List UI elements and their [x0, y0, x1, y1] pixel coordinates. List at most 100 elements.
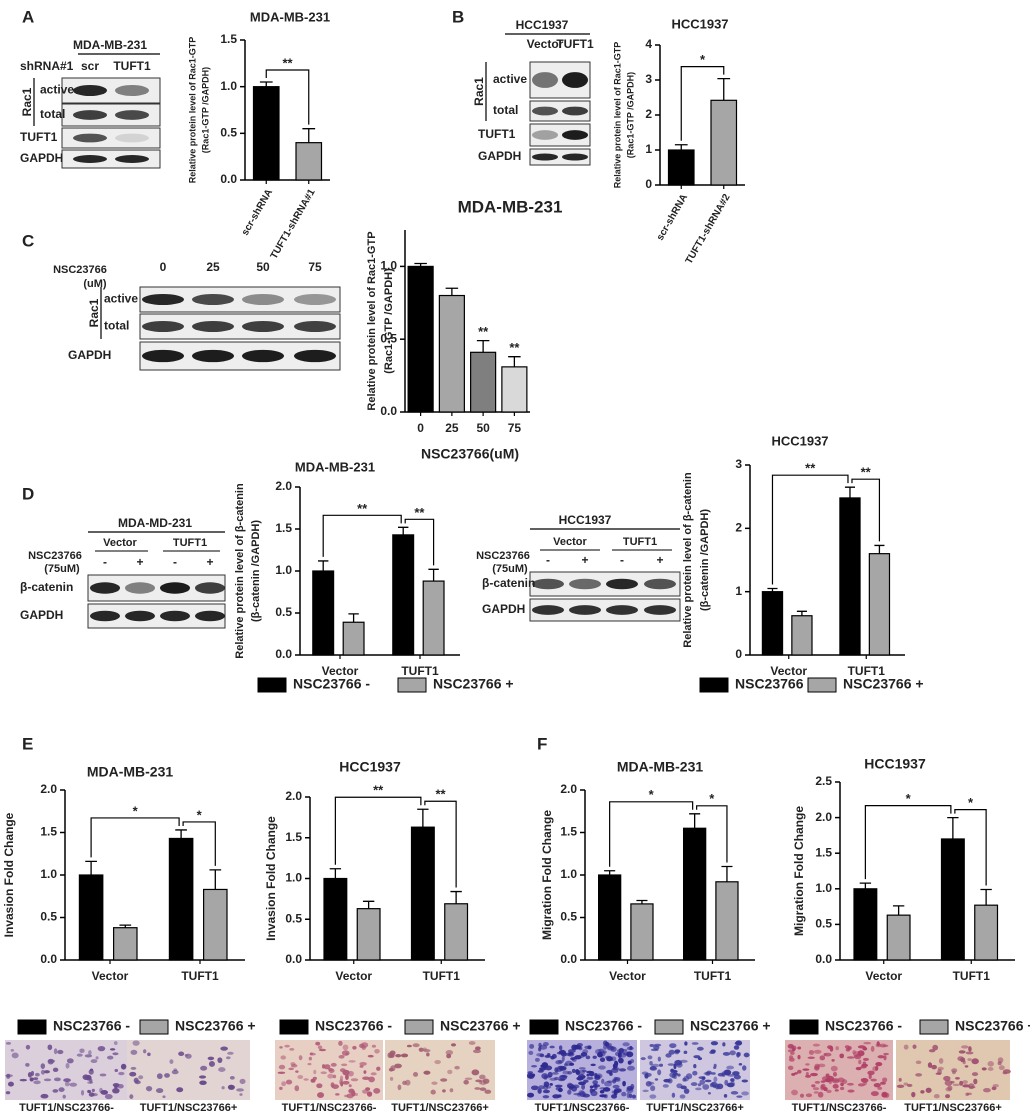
- cell: [592, 1055, 597, 1059]
- cell: [883, 1052, 889, 1056]
- chart-title: HCC1937: [771, 433, 828, 448]
- cell: [860, 1065, 867, 1069]
- error-bar: [476, 340, 490, 353]
- cell: [870, 1091, 879, 1097]
- cell: [367, 1054, 374, 1058]
- x-axis-label: NSC23766(uM): [421, 446, 519, 462]
- blot-lane-label: scr: [81, 59, 99, 73]
- significance-bracket: [265, 69, 310, 125]
- legend-label: NSC23766 -: [315, 1018, 392, 1034]
- cell: [616, 1048, 624, 1053]
- x-tick-label: 0: [417, 421, 424, 435]
- cell: [54, 1077, 61, 1082]
- cell: [549, 1082, 553, 1086]
- y-axis-label: Invasion Fold Change: [264, 816, 278, 941]
- cell: [537, 1088, 542, 1094]
- cell: [787, 1049, 795, 1053]
- cell: [33, 1077, 39, 1080]
- cell: [726, 1065, 735, 1070]
- cell: [659, 1063, 664, 1067]
- cell: [281, 1081, 287, 1087]
- y-axis-label: Relative protein level of β-catenin: [234, 483, 246, 659]
- y-tick-label: 2.5: [815, 774, 832, 788]
- cell: [896, 1084, 905, 1088]
- cell: [454, 1065, 460, 1070]
- y-tick-label: 1.5: [275, 521, 292, 535]
- blot-band: [644, 578, 676, 590]
- cell: [710, 1041, 719, 1046]
- cell: [295, 1070, 299, 1073]
- cell: [171, 1069, 179, 1075]
- significance-label: **: [861, 465, 872, 480]
- cell: [79, 1048, 85, 1054]
- cell: [539, 1053, 545, 1058]
- cell: [629, 1045, 633, 1050]
- cell: [586, 1073, 590, 1077]
- cell: [581, 1084, 586, 1090]
- cell: [348, 1084, 352, 1088]
- cell: [412, 1072, 419, 1077]
- micrograph-label: TUFT1/NSC23766+: [391, 1102, 489, 1114]
- bar: [715, 881, 739, 961]
- blot-band: [142, 349, 184, 363]
- y-axis-label: (β-catenin /GAPDH): [699, 509, 711, 611]
- cell: [713, 1076, 718, 1083]
- cell: [316, 1083, 323, 1089]
- cell: [88, 1092, 95, 1097]
- cell: [791, 1089, 798, 1096]
- y-tick-label: 0.0: [40, 952, 57, 966]
- cell: [723, 1094, 728, 1098]
- blot-band: [532, 106, 558, 116]
- cell: [332, 1074, 337, 1079]
- cell: [374, 1048, 380, 1054]
- error-bar: [844, 486, 856, 498]
- significance-bracket: [424, 800, 457, 888]
- chart-title: MDA-MB-231: [295, 459, 375, 474]
- blot-row-label: total: [104, 319, 129, 333]
- cell: [542, 1089, 550, 1094]
- blot-lane-label: TUFT1: [113, 59, 151, 73]
- significance-bracket: [334, 796, 422, 865]
- cell: [669, 1072, 677, 1078]
- y-tick-label: 4: [645, 37, 652, 51]
- bar: [112, 927, 138, 961]
- cell: [316, 1092, 325, 1098]
- cell: [862, 1057, 870, 1062]
- cell: [297, 1075, 304, 1080]
- cell: [693, 1055, 701, 1059]
- cell: [852, 1050, 856, 1055]
- cell: [578, 1081, 586, 1086]
- cell: [674, 1059, 683, 1066]
- cell: [463, 1079, 469, 1085]
- error-bar: [348, 613, 359, 623]
- cell: [945, 1094, 951, 1099]
- cell: [925, 1087, 932, 1093]
- cell: [599, 1057, 606, 1063]
- cell: [64, 1081, 70, 1087]
- cell: [5, 1074, 13, 1078]
- significance-label: *: [133, 803, 139, 818]
- cell: [875, 1065, 879, 1071]
- cell: [622, 1080, 626, 1087]
- y-tick-label: 0.5: [560, 910, 577, 924]
- y-axis-label: Relative protein level of Rac1-GTP: [612, 42, 622, 189]
- cell: [365, 1087, 371, 1091]
- cell: [200, 1065, 208, 1071]
- cell: [342, 1080, 350, 1085]
- blot-treatment: (uM): [83, 278, 107, 290]
- bar: [940, 838, 965, 961]
- blot-strip: [529, 100, 591, 122]
- cell: [951, 1068, 958, 1073]
- y-tick-label: 0.0: [560, 952, 577, 966]
- cell: [710, 1049, 716, 1054]
- cell: [479, 1080, 483, 1085]
- cell: [58, 1087, 65, 1092]
- cell: [145, 1085, 153, 1092]
- error-bar: [892, 905, 905, 916]
- cell: [644, 1072, 652, 1077]
- y-axis-label: (Rac1-GTP /GAPDH): [200, 67, 210, 153]
- blot-treatment: NSC23766: [476, 550, 530, 562]
- cell: [696, 1046, 704, 1051]
- cell: [671, 1092, 676, 1098]
- cell: [445, 1050, 454, 1056]
